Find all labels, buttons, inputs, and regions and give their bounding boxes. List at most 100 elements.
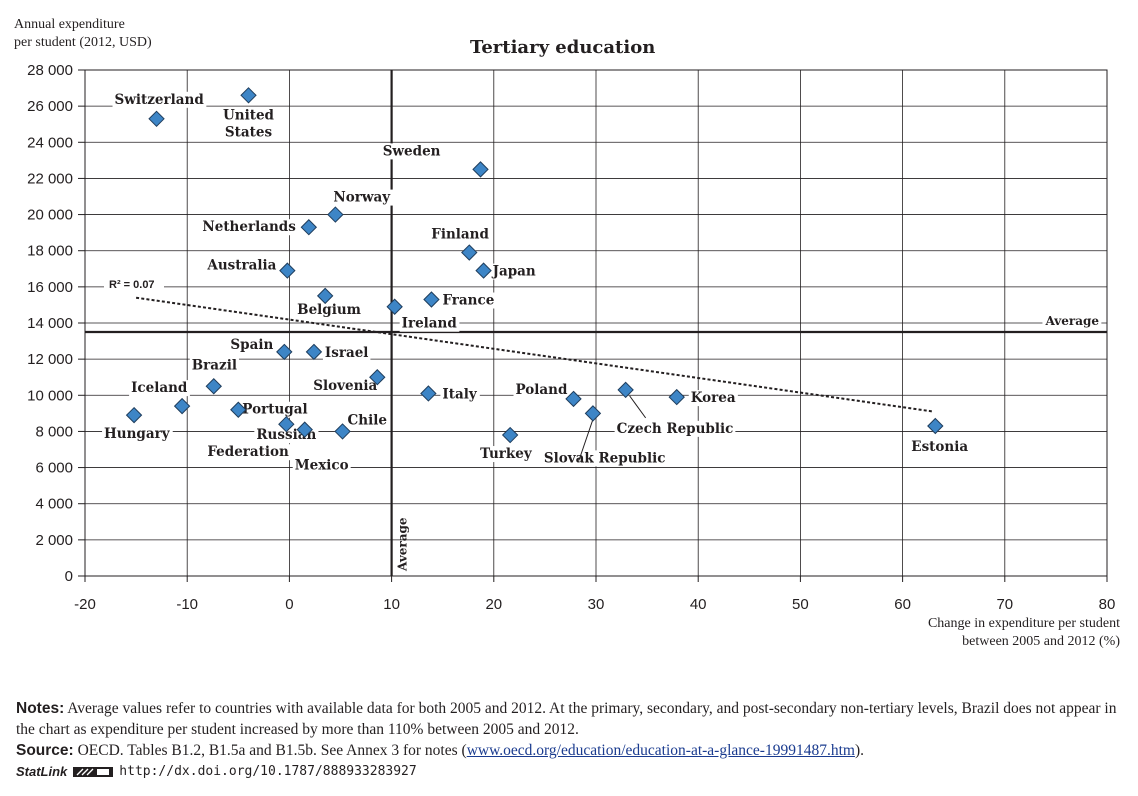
point-label: Japan: [492, 264, 536, 280]
y-axis-title-line-2: per student (2012, USD): [14, 35, 152, 50]
data-point: [278, 415, 295, 433]
label-bg: [440, 292, 497, 309]
point-label: Portugal: [242, 402, 307, 418]
y-tick-label: 12 000: [27, 351, 73, 368]
x-axis-title-line-2: between 2005 and 2012 (%): [962, 634, 1120, 649]
y-tick-label: 2 000: [35, 532, 73, 549]
point-label: France: [442, 293, 494, 309]
average-label-bg: [1042, 313, 1102, 330]
label-bg: [380, 143, 443, 160]
point-label: Estonia: [911, 439, 968, 455]
point-label: Netherlands: [202, 219, 296, 235]
y-tick-label: 14 000: [27, 315, 73, 332]
data-point: [305, 343, 323, 361]
source-label: Source:: [16, 742, 74, 759]
point-label: United: [223, 107, 275, 123]
label-bg: [429, 226, 492, 243]
point-label: Switzerland: [115, 92, 205, 108]
y-tick-label: 26 000: [27, 98, 73, 115]
point-label: Iceland: [131, 380, 188, 396]
leader-line: [629, 395, 647, 419]
x-tick-label: -10: [176, 596, 198, 613]
point-label: States: [225, 124, 273, 140]
average-label-horizontal: Average: [1044, 314, 1099, 328]
x-tick-label: 20: [485, 596, 502, 613]
data-point: [369, 369, 386, 386]
x-tick-label: 50: [792, 596, 809, 613]
data-point: [205, 378, 222, 395]
x-tick-label: 60: [894, 596, 911, 613]
notes-text: Average values refer to countries with a…: [16, 700, 1117, 738]
leader-line: [578, 419, 594, 461]
label-bg: [200, 219, 299, 236]
y-tick-label: 28 000: [27, 62, 73, 79]
label-bg: [204, 257, 279, 274]
y-tick-label: 6 000: [35, 460, 73, 477]
notes-paragraph: Notes: Average values refer to countries…: [16, 698, 1124, 740]
y-tick-label: 4 000: [35, 496, 73, 513]
x-tick-label: 10: [383, 596, 400, 613]
x-axis-title: Change in expenditure per student betwee…: [928, 615, 1120, 651]
point-label: Norway: [333, 190, 391, 206]
x-tick-label: -20: [74, 596, 96, 613]
point-label: Czech Republic: [617, 421, 734, 437]
x-axis-title-line-1: Change in expenditure per student: [927, 616, 1120, 631]
label-bg: [614, 420, 736, 437]
data-point: [565, 390, 582, 408]
data-point: [334, 423, 351, 440]
statlink-row: StatLink http://dx.doi.org/10.1787/88893…: [16, 761, 1124, 782]
label-bg: [688, 390, 738, 407]
data-point: [300, 219, 318, 236]
point-label: Finland: [431, 227, 489, 243]
label-bg: [399, 315, 460, 332]
y-tick-label: 16 000: [27, 279, 73, 296]
point-label: Israel: [325, 345, 369, 361]
data-point: [461, 244, 478, 261]
point-label: Ireland: [402, 316, 458, 332]
point-label: Turkey: [480, 446, 533, 462]
point-label-backgrounds: [102, 91, 971, 474]
point-label: Belgium: [297, 302, 361, 318]
point-label: Australia: [206, 258, 276, 274]
point-label: Slovenia: [313, 378, 377, 394]
statlink-url[interactable]: http://dx.doi.org/10.1787/888933283927: [119, 764, 417, 779]
point-label: Spain: [230, 337, 273, 353]
x-tick-label: 70: [996, 596, 1013, 613]
y-tick-label: 10 000: [27, 387, 73, 404]
point-label: Mexico: [295, 458, 349, 474]
average-label-bg: [403, 559, 463, 575]
notes-section: Notes: Average values refer to countries…: [16, 698, 1124, 782]
data-point: [296, 421, 313, 438]
source-link[interactable]: www.oecd.org/education/education-at-a-gl…: [466, 742, 855, 759]
y-tick-label: 18 000: [27, 243, 73, 260]
x-tick-label: 80: [1099, 596, 1116, 613]
label-bg: [489, 263, 538, 280]
label-bg: [292, 457, 351, 474]
data-point: [617, 381, 634, 399]
data-point: [501, 426, 519, 444]
y-tick-label: 22 000: [27, 170, 73, 187]
data-point: [927, 417, 944, 435]
y-tick-label: 20 000: [27, 207, 73, 224]
notes-label: Notes:: [16, 700, 65, 717]
point-label: Korea: [691, 390, 736, 406]
data-point: [386, 298, 403, 315]
data-point: [240, 87, 257, 104]
y-axis-title-line-1: Annual expenditure: [14, 17, 125, 32]
source-end: ).: [854, 742, 864, 759]
data-point: [420, 385, 437, 402]
source-paragraph: Source: OECD. Tables B1.2, B1.5a and B1.…: [16, 740, 1124, 761]
label-bg: [909, 439, 971, 456]
label-bg: [240, 401, 310, 418]
trendline: [135, 296, 934, 413]
trendline-label: R² = 0.07: [109, 279, 155, 291]
data-point: [475, 262, 492, 279]
label-bg: [112, 91, 207, 108]
label-bg: [478, 446, 535, 463]
label-bg: [322, 344, 371, 361]
label-bg: [205, 444, 292, 461]
label-bg: [513, 381, 571, 398]
trendline-label-bg: [104, 276, 164, 292]
statlink-brand: StatLink: [16, 764, 68, 779]
